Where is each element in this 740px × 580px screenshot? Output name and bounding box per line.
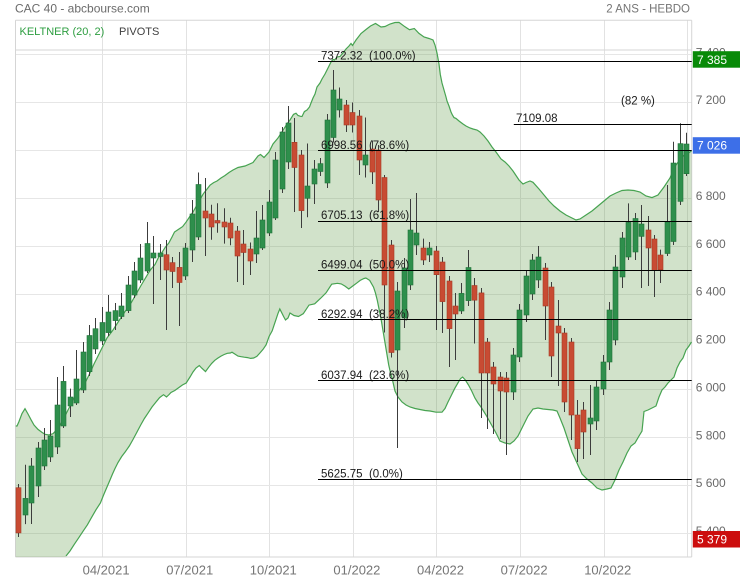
svg-text:6037.94 (23.6%): 6037.94 (23.6%)	[321, 370, 409, 382]
svg-text:6499.04 (50.0%): 6499.04 (50.0%)	[321, 260, 409, 272]
svg-text:04/2022: 04/2022	[417, 563, 464, 578]
svg-text:10/2022: 10/2022	[584, 563, 631, 578]
svg-text:KELTNER (20, 2): KELTNER (20, 2)	[20, 26, 105, 38]
svg-text:5 379: 5 379	[697, 533, 727, 547]
svg-text:04/2021: 04/2021	[83, 563, 130, 578]
svg-text:(82 %): (82 %)	[621, 96, 655, 108]
svg-text:7109.08: 7109.08	[516, 113, 558, 125]
svg-text:6705.13 (61.8%): 6705.13 (61.8%)	[321, 210, 409, 222]
svg-text:5 600: 5 600	[696, 476, 726, 490]
svg-text:6 000: 6 000	[696, 380, 726, 394]
svg-text:07/2022: 07/2022	[501, 563, 548, 578]
svg-text:2 ANS - HEBDO: 2 ANS - HEBDO	[606, 4, 690, 16]
svg-text:6 800: 6 800	[696, 189, 726, 203]
svg-text:7 200: 7 200	[696, 93, 726, 107]
svg-text:5625.75 (0.0%): 5625.75 (0.0%)	[321, 469, 403, 481]
svg-text:07/2021: 07/2021	[166, 563, 213, 578]
svg-text:01/2022: 01/2022	[333, 563, 380, 578]
svg-text:6 200: 6 200	[696, 333, 726, 347]
svg-text:7372.32 (100.0%): 7372.32 (100.0%)	[321, 51, 416, 63]
svg-text:6 400: 6 400	[696, 285, 726, 299]
svg-text:5 800: 5 800	[696, 428, 726, 442]
svg-text:CAC 40 - abcbourse.com: CAC 40 - abcbourse.com	[15, 2, 150, 16]
svg-text:6998.56 (78.6%): 6998.56 (78.6%)	[321, 140, 409, 152]
svg-text:7 385: 7 385	[697, 53, 727, 67]
svg-text:6 600: 6 600	[696, 237, 726, 251]
svg-text:7 026: 7 026	[697, 139, 727, 153]
svg-text:6292.94 (38.2%): 6292.94 (38.2%)	[321, 309, 409, 321]
svg-text:PIVOTS: PIVOTS	[119, 26, 159, 38]
svg-text:10/2021: 10/2021	[250, 563, 297, 578]
